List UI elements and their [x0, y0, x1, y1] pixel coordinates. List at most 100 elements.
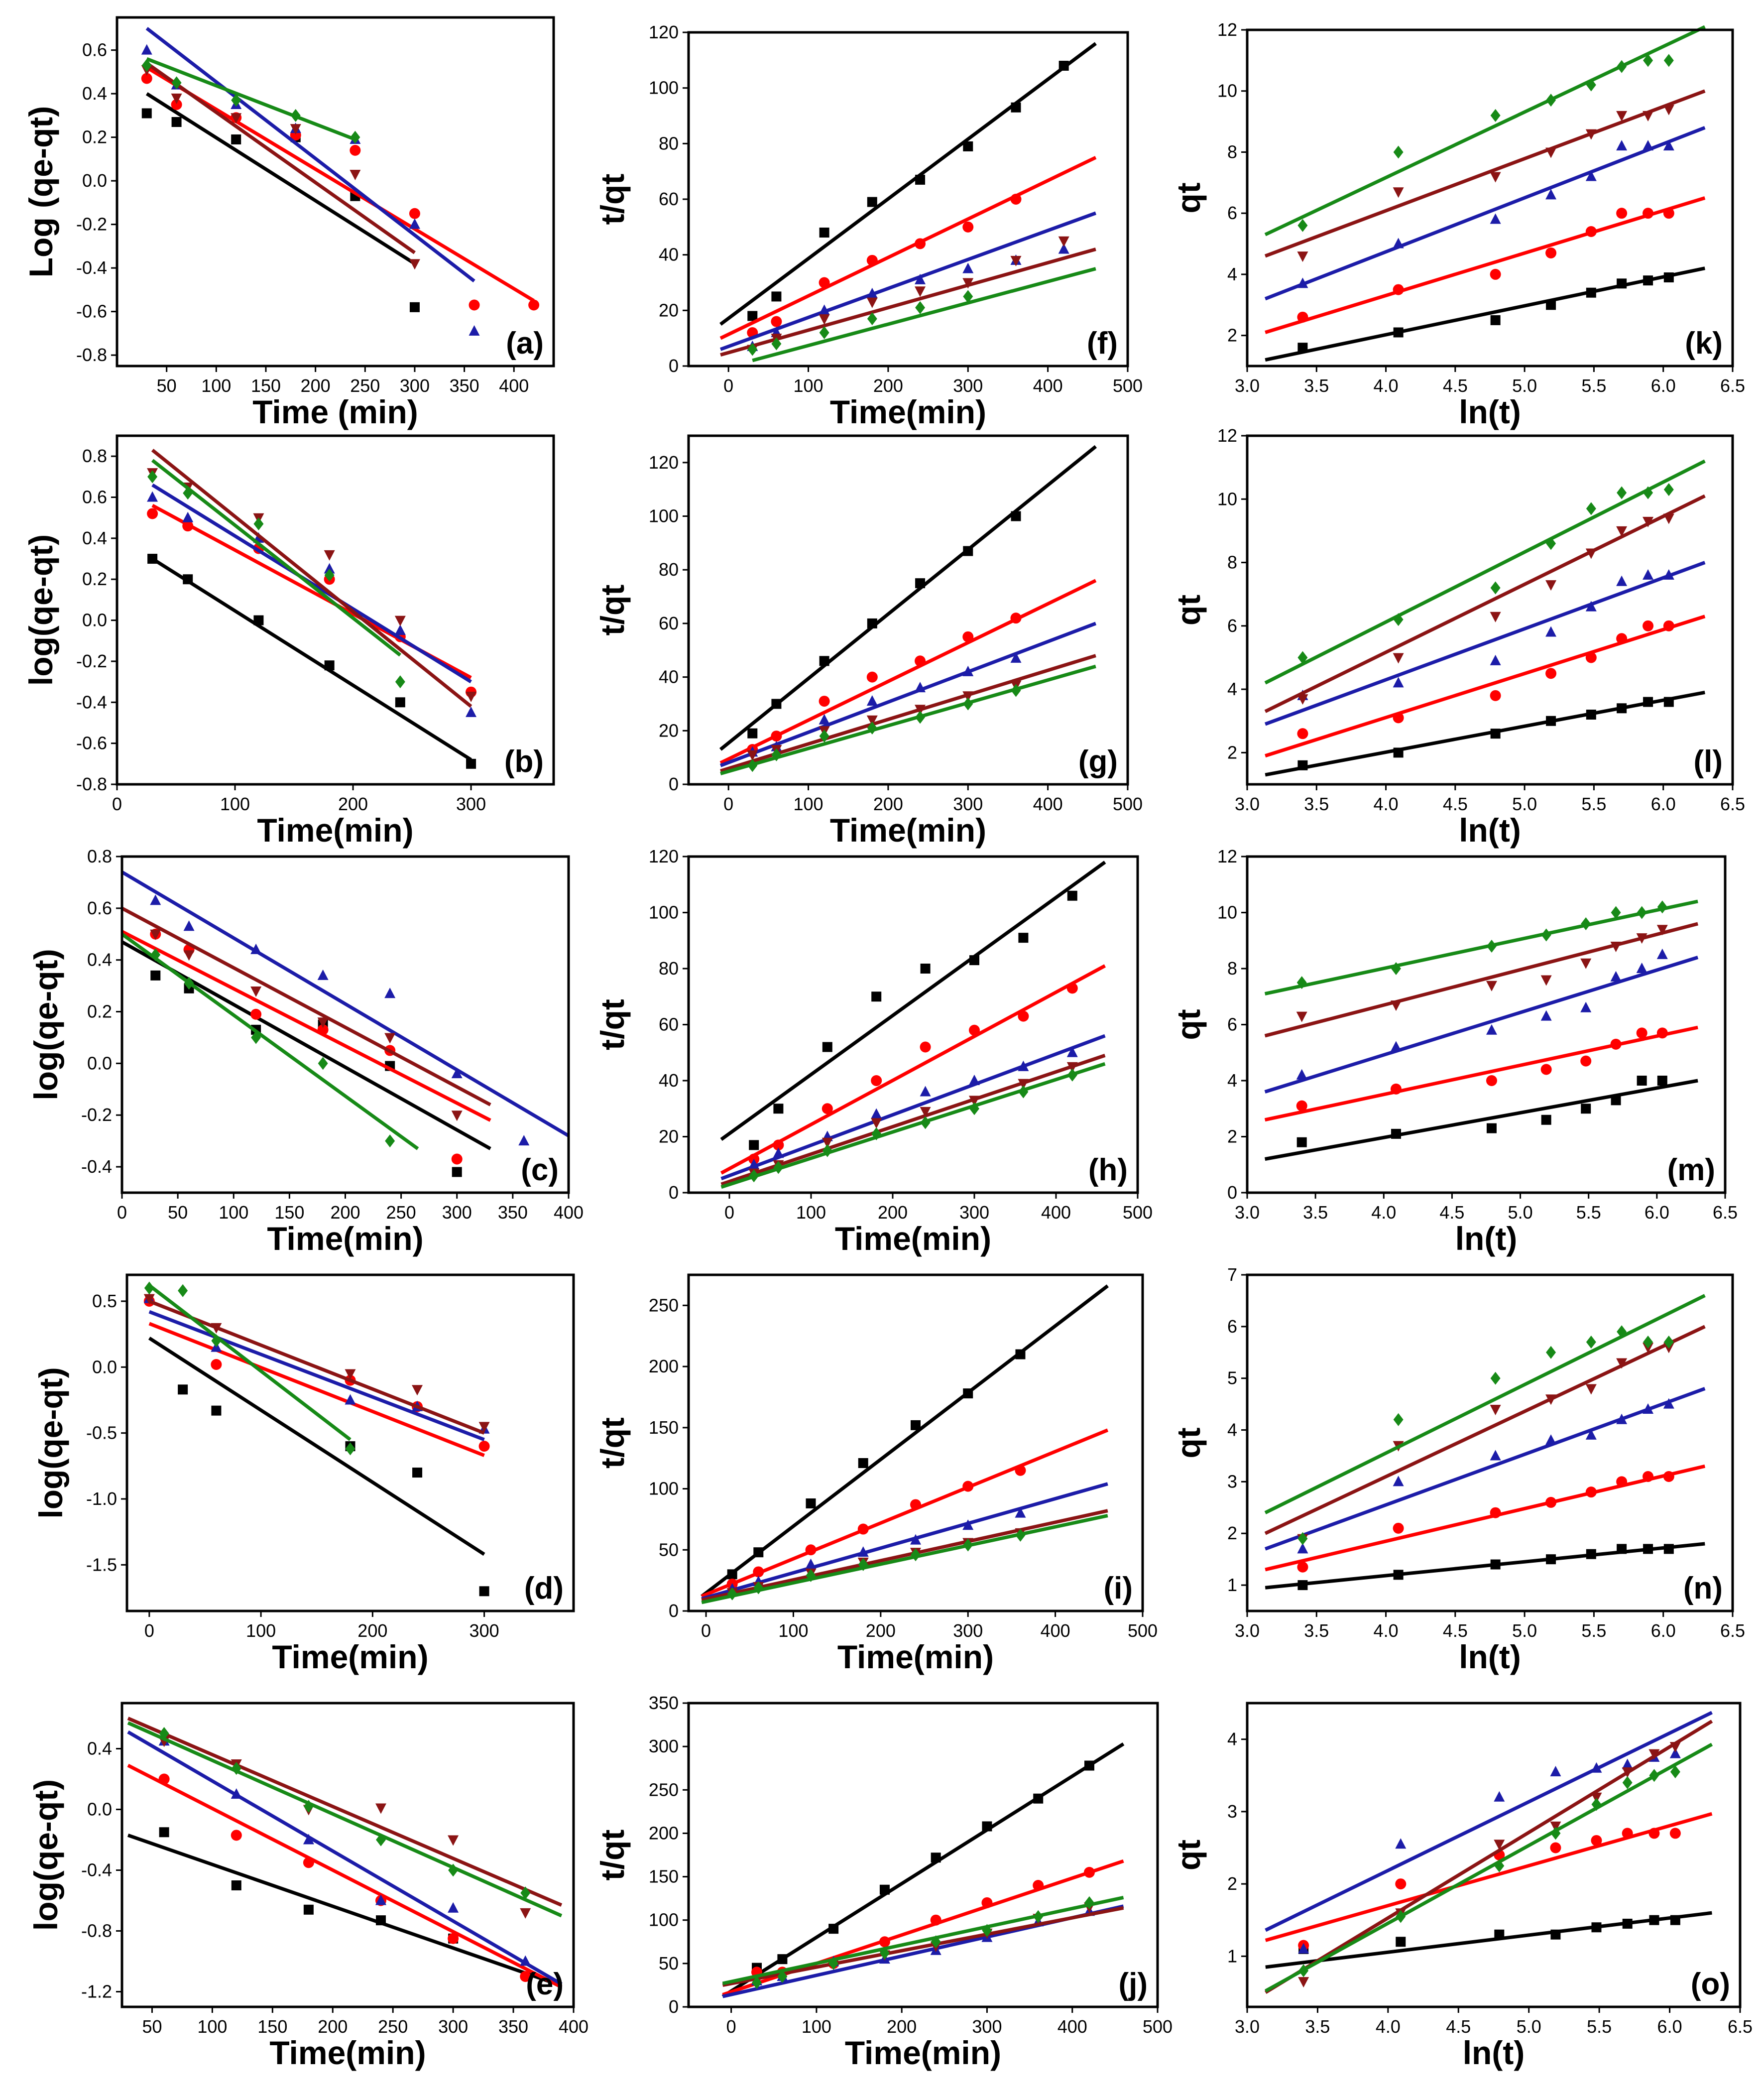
panel-i: 0 100 200 300 400 500 0 50 100 150 200 250 Time(min)… [594, 1273, 1158, 1675]
data-point [1585, 170, 1597, 181]
y-tick-label: 10 [1217, 81, 1237, 101]
fit-line [1264, 1025, 1698, 1122]
data-point [1066, 1062, 1078, 1073]
fit-line [127, 1721, 563, 1918]
panel-h: 0 100 200 300 400 500 0 20 40 60 80 100 120 Time(min)… [594, 846, 1153, 1257]
y-tick-label: 7 [1227, 1264, 1237, 1285]
data-point [1297, 343, 1308, 353]
data-point [1617, 486, 1627, 499]
y-tick-label: -0.8 [81, 1921, 112, 1941]
x-tick-label: 350 [450, 375, 479, 396]
data-point [1663, 483, 1674, 496]
series-5 [1265, 1742, 1713, 1993]
panel-label: (e) [526, 1967, 564, 2001]
fit-line [148, 1284, 352, 1441]
data-point [1648, 1828, 1660, 1839]
series-4 [147, 449, 477, 708]
data-point [409, 218, 420, 229]
x-tick-label: 300 [953, 1620, 983, 1641]
data-point [317, 1024, 329, 1035]
fit-line [1264, 1325, 1706, 1535]
data-point [1545, 247, 1557, 258]
data-point [1018, 1060, 1029, 1071]
fit-line [148, 1322, 485, 1457]
fit-line [720, 654, 1096, 773]
fit-line [1264, 25, 1706, 237]
x-tick-label: 200 [301, 375, 331, 396]
data-point [747, 728, 758, 739]
y-tick-label: -0.5 [86, 1423, 117, 1443]
data-point [771, 316, 782, 327]
data-point [1663, 1544, 1674, 1554]
series-1 [719, 445, 1097, 751]
data-point [1622, 1767, 1633, 1778]
data-point [777, 1954, 788, 1965]
data-point [963, 290, 973, 303]
data-point [822, 1144, 832, 1157]
data-point [1586, 502, 1596, 515]
fit-line [1265, 266, 1705, 362]
series-1 [1265, 1076, 1698, 1161]
data-point [753, 1566, 764, 1578]
data-point [1390, 1041, 1402, 1052]
data-point [448, 1863, 459, 1877]
data-point [962, 1519, 974, 1530]
data-point [805, 1544, 817, 1556]
y-tick-label: 100 [649, 1479, 679, 1499]
data-point [867, 721, 877, 735]
x-tick-label: 200 [330, 1202, 360, 1223]
y-tick-label: 0.6 [87, 898, 112, 918]
x-tick-label: 350 [498, 1202, 528, 1223]
data-point [469, 325, 480, 336]
data-point [1393, 1522, 1404, 1534]
data-point [479, 1586, 489, 1597]
y-tick-label: 8 [1227, 958, 1237, 979]
data-point [171, 76, 182, 90]
data-point [147, 491, 158, 502]
data-point [819, 696, 830, 707]
data-point [1490, 315, 1501, 325]
series-3 [1265, 1711, 1713, 1954]
x-tick-label: 4.5 [1446, 2016, 1471, 2037]
data-point [1591, 1762, 1602, 1773]
x-tick-label: 300 [456, 794, 486, 814]
data-point [1617, 278, 1627, 289]
data-point [773, 1147, 784, 1158]
series-2 [720, 964, 1106, 1175]
data-point [963, 141, 973, 151]
fit-line [701, 1482, 1108, 1601]
y-tick-label: -0.2 [76, 214, 107, 235]
plot-frame [687, 855, 1139, 1194]
data-point [478, 1422, 490, 1433]
panel-b: 0 100 200 300 -0.8 -0.6 -0.4 -0.2 0.0 0.2 0.4 0.6 0.… [22, 434, 555, 849]
data-point [1546, 300, 1556, 310]
data-point [1490, 1371, 1501, 1385]
data-point [394, 616, 406, 626]
fit-line [148, 1310, 485, 1442]
x-tick-label: 0 [144, 1620, 154, 1641]
data-point [1643, 208, 1654, 219]
data-point [144, 1281, 154, 1295]
fit-line [121, 940, 491, 1150]
series-1 [121, 940, 491, 1177]
data-point [1656, 925, 1668, 936]
data-point [1591, 1798, 1602, 1811]
data-point [1391, 962, 1401, 975]
data-point [1486, 1123, 1497, 1133]
data-point [412, 1385, 423, 1396]
panel-label: (m) [1667, 1153, 1715, 1187]
series-2 [719, 156, 1097, 340]
data-point [920, 1116, 931, 1129]
x-tick-label: 300 [400, 375, 430, 396]
data-point [1390, 1083, 1402, 1095]
x-tick-label: 400 [1033, 375, 1063, 396]
data-point [150, 894, 161, 905]
data-point [1011, 511, 1021, 521]
data-point [1616, 1413, 1628, 1424]
x-tick-label: 400 [499, 375, 529, 396]
x-axis-title: Time(min) [830, 393, 986, 430]
y-tick-label: 100 [649, 78, 679, 98]
data-point [376, 1833, 386, 1847]
data-point [1546, 94, 1556, 107]
